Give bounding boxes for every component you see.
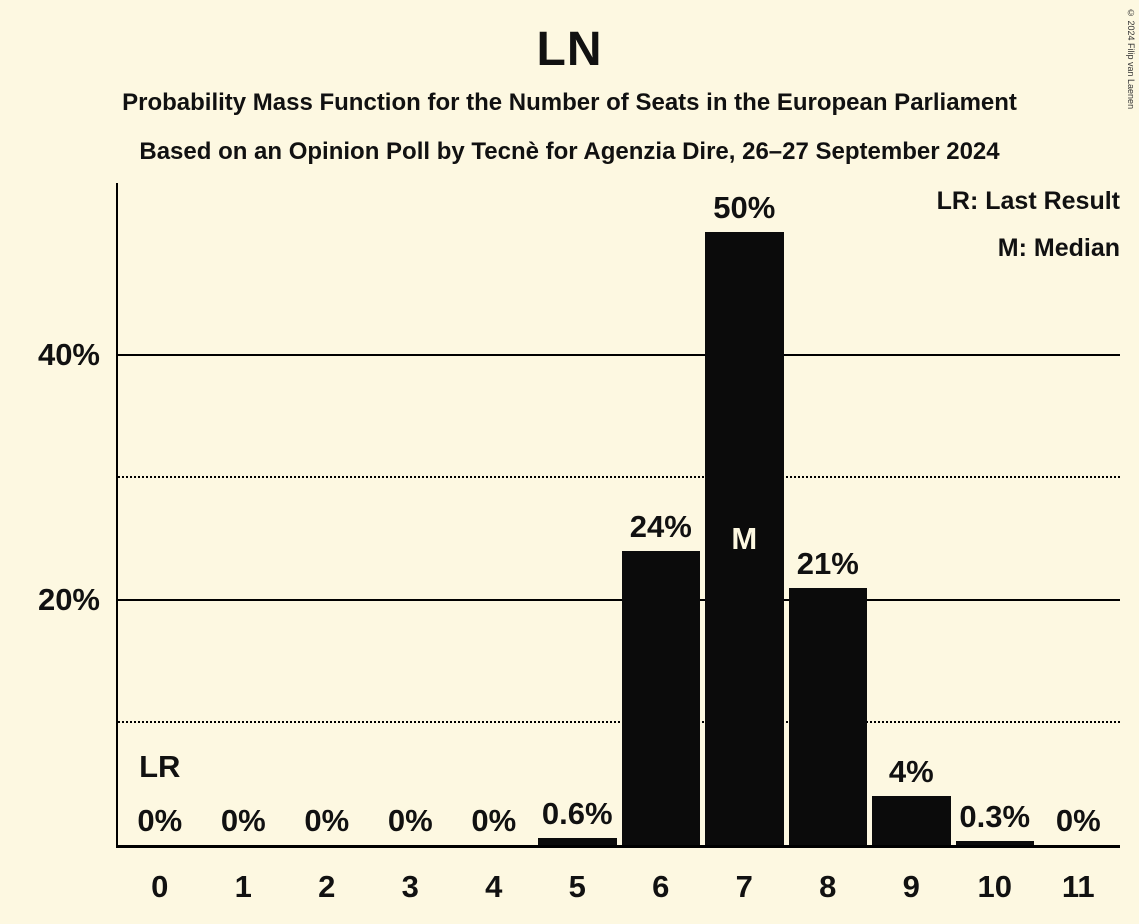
x-axis-tick-label: 9 xyxy=(902,869,920,904)
bar-value-label: 24% xyxy=(629,508,692,544)
bar-value-label: 0.6% xyxy=(541,795,613,831)
gridline-solid xyxy=(118,353,1120,356)
gridline-solid xyxy=(118,598,1120,601)
bar xyxy=(621,550,700,845)
bar xyxy=(872,795,951,845)
bar-value-label: 21% xyxy=(796,545,859,581)
bar-value-label: 0% xyxy=(471,803,517,838)
bar-value-label: 0% xyxy=(1055,803,1101,838)
bar xyxy=(705,232,784,845)
legend-last-result: LR: Last Result xyxy=(936,187,1120,215)
y-axis-tick-label: 20% xyxy=(37,581,100,617)
median-marker: M xyxy=(731,520,758,556)
last-result-marker: LR xyxy=(139,749,181,784)
x-axis-tick-label: 7 xyxy=(735,869,753,904)
y-axis-line xyxy=(116,183,118,848)
gridline-dotted xyxy=(118,721,1120,724)
x-axis-tick-label: 3 xyxy=(401,869,419,904)
bar xyxy=(955,841,1034,845)
bar xyxy=(788,587,867,845)
x-axis-tick-label: 10 xyxy=(977,869,1012,904)
bar-value-label: 4% xyxy=(888,753,934,789)
x-axis-tick-label: 1 xyxy=(234,869,252,904)
bar-value-label: 0% xyxy=(304,803,350,838)
x-axis-tick-label: 11 xyxy=(1061,869,1095,904)
bar-value-label: 0% xyxy=(387,803,433,838)
x-axis-tick-label: 6 xyxy=(652,869,670,904)
x-axis-line xyxy=(116,845,1120,848)
bar-value-label: 0.3% xyxy=(959,799,1031,835)
x-axis-tick-label: 0 xyxy=(151,869,169,904)
legend-median: M: Median xyxy=(997,234,1120,262)
x-axis-tick-label: 8 xyxy=(819,869,837,904)
gridline-dotted xyxy=(118,476,1120,479)
x-axis-tick-label: 2 xyxy=(318,869,336,904)
chart-title: LN xyxy=(536,23,603,76)
chart-subtitle-line1: Probability Mass Function for the Number… xyxy=(122,89,1017,116)
bar-value-label: 0% xyxy=(137,803,183,838)
x-axis-tick-label: 4 xyxy=(485,869,503,904)
bar xyxy=(538,837,617,845)
bar-value-label: 0% xyxy=(220,803,266,838)
y-axis-tick-label: 40% xyxy=(37,336,100,372)
copyright-notice: © 2024 Filip van Laenen xyxy=(1126,8,1136,110)
x-axis-tick-label: 5 xyxy=(568,869,586,904)
chart-subtitle-line2: Based on an Opinion Poll by Tecnè for Ag… xyxy=(139,138,1000,165)
bar-value-label: 50% xyxy=(713,190,776,226)
